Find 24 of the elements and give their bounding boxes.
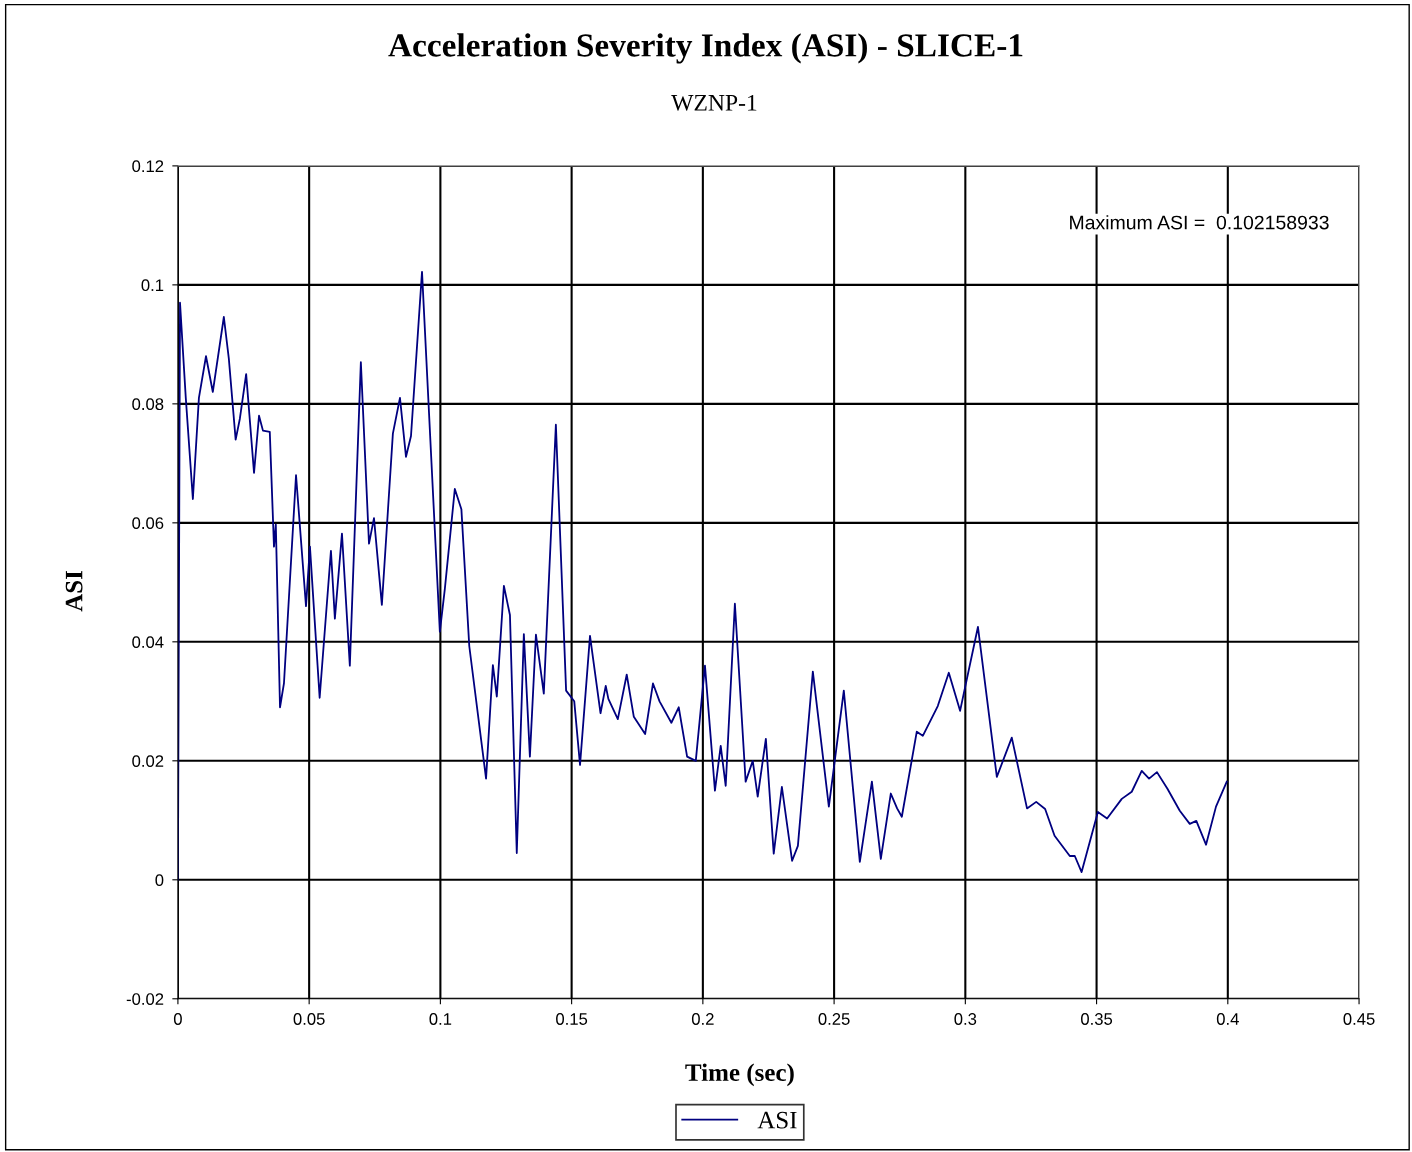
x-tick-label: 0 bbox=[173, 1013, 182, 1025]
y-tick-label: 0.12 bbox=[132, 160, 164, 173]
x-tick-label: 0.15 bbox=[556, 1013, 588, 1025]
x-tick-label: 0.25 bbox=[818, 1013, 850, 1025]
y-tick-label: 0.04 bbox=[132, 636, 164, 649]
x-tick-label: 0.1 bbox=[429, 1013, 452, 1025]
x-tick-label: 0.4 bbox=[1216, 1013, 1239, 1025]
x-tick-label: 0.3 bbox=[954, 1013, 977, 1025]
legend-label: ASI bbox=[757, 1111, 797, 1129]
annotation: Maximum ASI = 0.102158933 bbox=[1070, 215, 1329, 230]
y-tick-label: 0.08 bbox=[132, 398, 164, 411]
y-tick-label: 0 bbox=[155, 874, 164, 886]
y-tick-label: -0.02 bbox=[126, 993, 164, 1005]
y-axis-title: ASI bbox=[65, 570, 83, 612]
x-axis-title: Time (sec) bbox=[685, 1063, 794, 1087]
x-tick-label: 0.35 bbox=[1081, 1013, 1113, 1025]
y-tick-label: 0.1 bbox=[141, 279, 164, 292]
chart-title: Acceleration Severity Index (ASI) - SLICE-1 bbox=[388, 33, 1023, 64]
y-tick-label: 0.02 bbox=[132, 755, 164, 768]
x-tick-label: 0.45 bbox=[1343, 1013, 1375, 1025]
x-tick-label: 0.05 bbox=[293, 1013, 325, 1025]
x-tick-label: 0.2 bbox=[691, 1013, 714, 1025]
y-tick-label: 0.06 bbox=[132, 517, 164, 530]
chart-subtitle: WZNP-1 bbox=[671, 94, 757, 111]
